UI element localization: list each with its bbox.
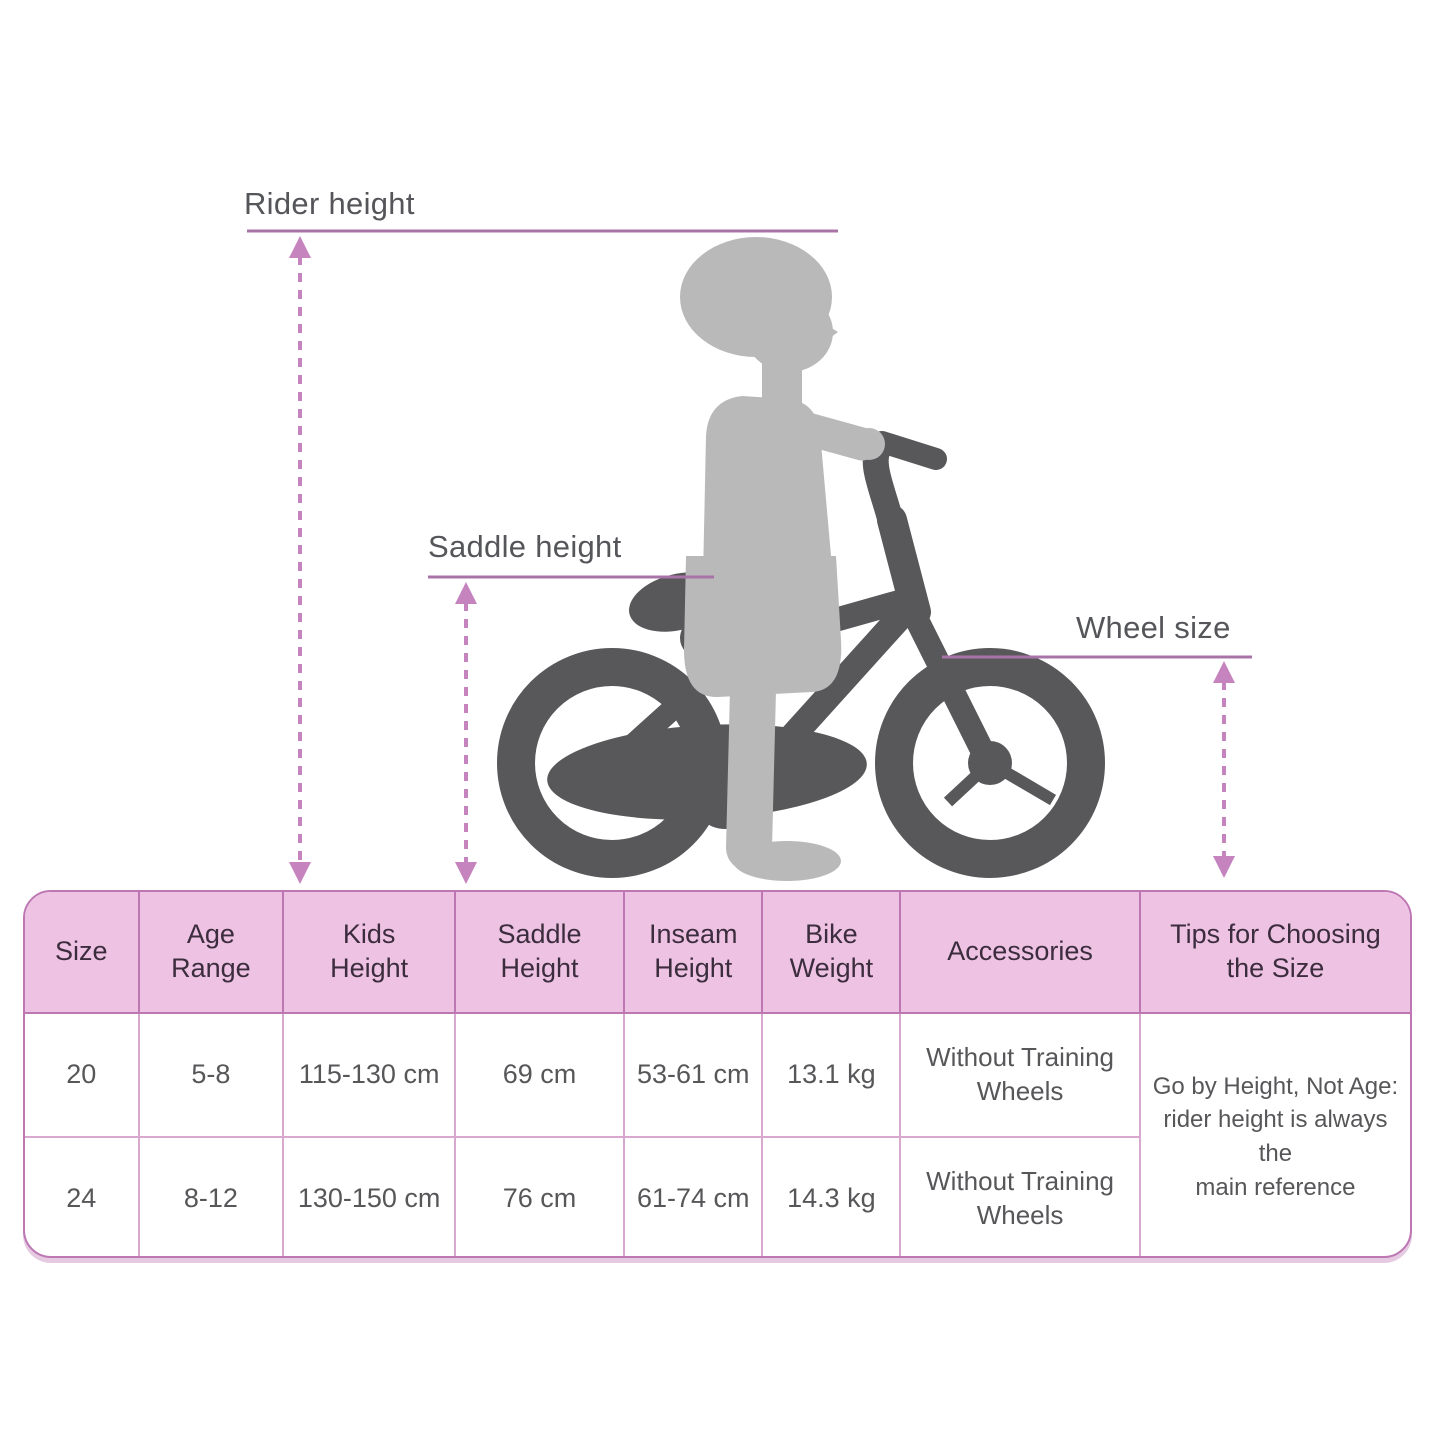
cell-accessories: Without Training Wheels xyxy=(900,1013,1141,1138)
cell-kids-height: 130-150 cm xyxy=(283,1137,457,1256)
wheel-size-label: Wheel size xyxy=(1076,610,1231,645)
child-silhouette xyxy=(680,237,885,881)
shoe xyxy=(733,841,841,881)
handlebar-far-grip xyxy=(871,431,947,470)
header-inseam-height: Inseam Height xyxy=(623,892,764,1014)
cell-accessories: Without Training Wheels xyxy=(900,1137,1141,1256)
header-kids-height: Kids Height xyxy=(283,892,457,1014)
cell-size: 24 xyxy=(25,1137,140,1256)
cell-age-range: 8-12 xyxy=(138,1137,285,1256)
rider-height-label: Rider height xyxy=(244,186,415,221)
fork xyxy=(902,602,1000,774)
table-row: 24 8-12 130-150 cm 76 cm 61-74 cm 14.3 k… xyxy=(25,1137,1410,1256)
cell-size: 20 xyxy=(25,1013,140,1138)
header-accessories: Accessories xyxy=(900,892,1141,1014)
header-tips: Tips for Choosing the Size xyxy=(1139,892,1410,1014)
chainguard xyxy=(547,724,867,820)
hand xyxy=(853,428,885,460)
size-table: Size Age Range Kids Height Saddle Height… xyxy=(25,892,1410,1256)
wheel-size-arrow xyxy=(1213,661,1235,878)
arrowhead-down xyxy=(455,862,477,884)
front-wheel xyxy=(875,648,1105,878)
shorts xyxy=(684,556,842,698)
table-row: 20 5-8 115-130 cm 69 cm 53-61 cm 13.1 kg… xyxy=(25,1013,1410,1201)
saddle-height-label: Saddle height xyxy=(428,529,622,564)
cell-saddle-height: 69 cm xyxy=(455,1013,625,1138)
rider-height-arrow xyxy=(289,236,311,884)
cell-bike-weight: 13.1 kg xyxy=(762,1013,902,1138)
arrowhead-up xyxy=(1213,661,1235,683)
down-tube xyxy=(767,593,923,763)
cell-kids-height: 115-130 cm xyxy=(283,1013,457,1138)
header-size: Size xyxy=(25,892,140,1014)
arrowhead-up xyxy=(289,236,311,258)
handlebar xyxy=(862,433,905,539)
header-bike-weight: Bike Weight xyxy=(762,892,902,1014)
cell-age-range: 5-8 xyxy=(138,1013,285,1138)
measurement-annotations xyxy=(247,229,1252,884)
arm xyxy=(780,409,879,461)
cell-tips: Go by Height, Not Age: rider height is a… xyxy=(1152,1072,1399,1201)
cell-inseam-height: 61-74 cm xyxy=(623,1137,764,1256)
arrowhead-down xyxy=(1213,856,1235,878)
size-table-container: Size Age Range Kids Height Saddle Height… xyxy=(23,890,1412,1258)
header-row: Size Age Range Kids Height Saddle Height… xyxy=(25,892,1410,1014)
saddle-height-arrow xyxy=(455,582,477,884)
header-age-range: Age Range xyxy=(138,892,285,1014)
cell-saddle-height: 76 cm xyxy=(455,1137,625,1256)
header-saddle-height: Saddle Height xyxy=(455,892,625,1014)
cell-inseam-height: 53-61 cm xyxy=(623,1013,764,1138)
cell-bike-weight: 14.3 kg xyxy=(762,1137,902,1256)
arrowhead-down xyxy=(289,862,311,884)
nose xyxy=(812,316,838,350)
arrowhead-up xyxy=(455,582,477,604)
leg xyxy=(726,667,776,871)
